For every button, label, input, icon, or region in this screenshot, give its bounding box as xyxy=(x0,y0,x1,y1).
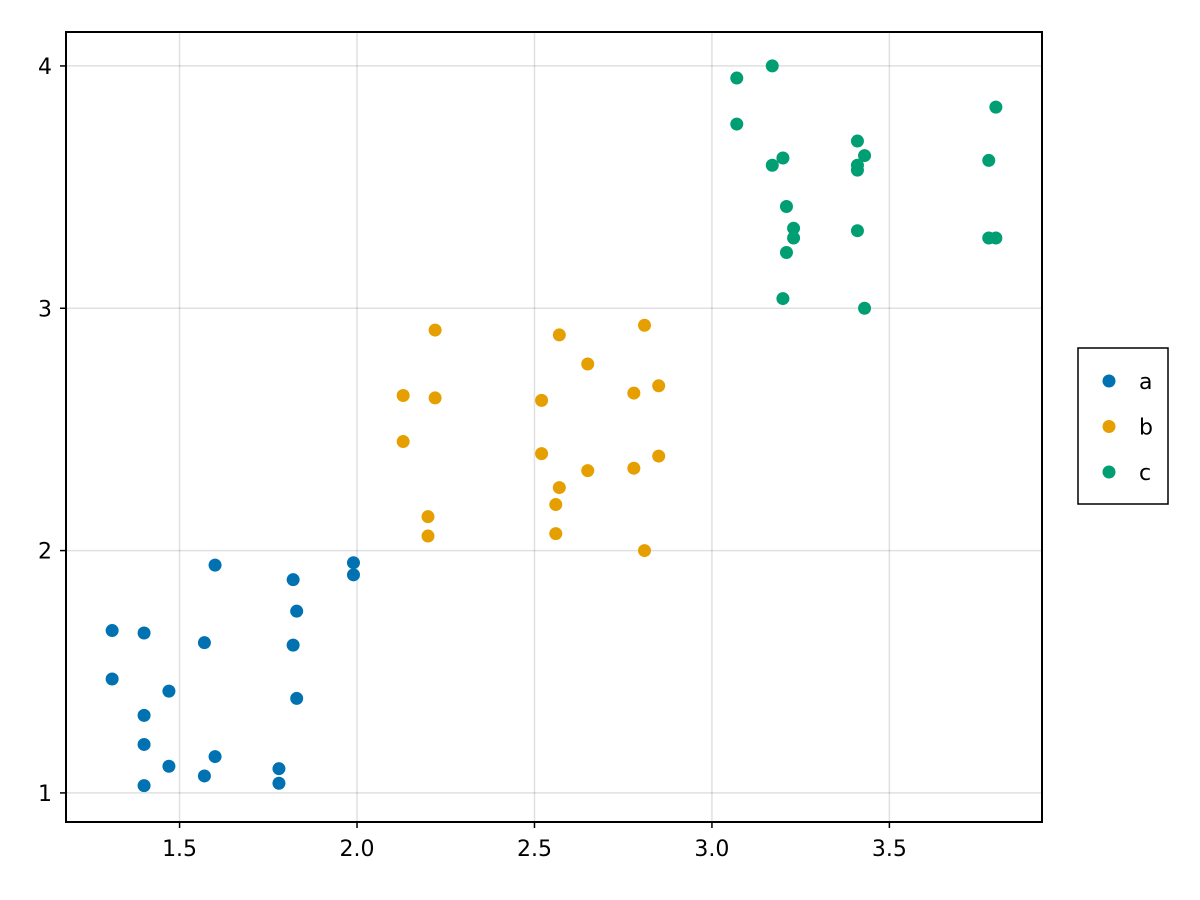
data-point-b xyxy=(535,447,549,461)
data-point-c xyxy=(850,163,864,177)
legend-box xyxy=(1077,347,1169,505)
data-point-b xyxy=(428,323,442,337)
series-c xyxy=(730,59,1003,315)
data-point-b xyxy=(421,510,435,524)
data-point-c xyxy=(730,71,744,85)
data-point-b xyxy=(652,449,666,463)
plot-frame xyxy=(65,31,1043,823)
data-point-b xyxy=(428,391,442,405)
legend-marker-c xyxy=(1102,465,1116,479)
data-point-b xyxy=(396,435,410,449)
data-point-b xyxy=(581,357,595,371)
x-tick-label: 2.0 xyxy=(340,837,375,862)
series-a xyxy=(105,556,360,793)
data-point-c xyxy=(779,246,793,260)
legend-label-b: b xyxy=(1139,416,1153,441)
data-point-a xyxy=(137,779,151,793)
data-point-a xyxy=(272,762,286,776)
data-point-c xyxy=(989,231,1003,245)
legend-label-a: a xyxy=(1139,370,1152,395)
data-point-b xyxy=(549,527,563,541)
series-b xyxy=(396,318,666,558)
data-point-a xyxy=(346,556,360,570)
data-point-b xyxy=(535,393,549,407)
data-point-c xyxy=(730,117,744,131)
legend-marker-b xyxy=(1102,420,1116,433)
data-points xyxy=(105,59,1003,793)
x-tick-label: 1.5 xyxy=(162,837,197,862)
data-point-a xyxy=(197,769,211,783)
data-point-c xyxy=(765,158,779,172)
data-point-b xyxy=(652,379,666,393)
data-point-a xyxy=(290,691,304,705)
data-point-b xyxy=(638,544,652,558)
data-point-b xyxy=(549,498,563,512)
data-point-a xyxy=(286,638,300,652)
y-tick-label: 1 xyxy=(38,782,52,807)
data-point-a xyxy=(286,573,300,587)
data-point-b xyxy=(396,388,410,402)
legend-marker-a xyxy=(1102,374,1116,388)
y-tick-label: 4 xyxy=(38,55,52,80)
x-axis: 1.5 2.0 2.5 3.0 3.5 xyxy=(162,822,907,862)
data-point-b xyxy=(638,318,652,332)
data-point-a xyxy=(162,759,176,773)
data-point-b xyxy=(627,461,641,475)
data-point-b xyxy=(552,328,566,342)
data-point-c xyxy=(787,231,801,245)
data-point-c xyxy=(787,221,801,235)
data-point-b xyxy=(627,386,641,400)
data-point-a xyxy=(162,684,176,698)
legend-label-c: c xyxy=(1139,461,1151,486)
data-point-c xyxy=(989,100,1003,114)
data-point-c xyxy=(850,134,864,148)
data-point-c xyxy=(982,153,996,167)
y-tick-label: 3 xyxy=(38,297,52,322)
data-point-a xyxy=(208,750,222,764)
data-point-a xyxy=(346,568,360,582)
grid-lines xyxy=(66,32,1042,822)
y-axis: 1 2 3 4 xyxy=(38,55,66,807)
x-tick-label: 2.5 xyxy=(517,837,552,862)
data-point-a xyxy=(105,672,119,686)
data-point-c xyxy=(765,59,779,73)
data-point-c xyxy=(858,301,872,315)
data-point-c xyxy=(776,292,790,306)
y-tick-label: 2 xyxy=(38,540,52,565)
data-point-a xyxy=(208,558,222,572)
data-point-a xyxy=(137,737,151,751)
x-tick-label: 3.5 xyxy=(872,837,907,862)
data-point-a xyxy=(290,604,304,618)
data-point-a xyxy=(137,626,151,640)
data-point-b xyxy=(552,481,566,495)
data-point-b xyxy=(581,464,595,478)
data-point-b xyxy=(421,529,435,543)
data-point-a xyxy=(272,776,286,790)
data-point-a xyxy=(197,636,211,650)
data-point-c xyxy=(858,149,872,163)
data-point-c xyxy=(779,199,793,213)
data-point-c xyxy=(850,224,864,238)
legend: abc xyxy=(1077,347,1169,505)
x-tick-label: 3.0 xyxy=(694,837,729,862)
data-point-a xyxy=(105,624,119,638)
data-point-c xyxy=(776,151,790,165)
data-point-a xyxy=(137,708,151,722)
